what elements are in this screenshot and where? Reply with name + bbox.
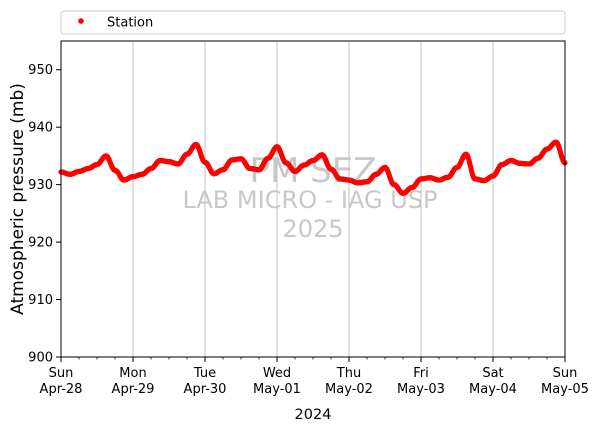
legend: Station <box>60 10 566 35</box>
y-tick-label: 950 <box>28 63 53 78</box>
x-tick-day: Tue <box>193 366 216 381</box>
legend-frame <box>60 10 566 35</box>
legend-label: Station <box>107 16 153 31</box>
x-tick-day: Sun <box>553 366 578 381</box>
x-tick-day: Wed <box>263 366 291 381</box>
watermark-line2: LAB MICRO - IAG USP <box>182 186 437 214</box>
x-tick-day: Thu <box>336 366 361 381</box>
series-station <box>58 139 568 196</box>
x-tick-date: Apr-28 <box>40 382 83 397</box>
y-tick-label: 920 <box>28 236 53 251</box>
y-tick-label: 940 <box>28 121 53 136</box>
x-tick-day: Mon <box>119 366 146 381</box>
y-tick-label: 930 <box>28 178 53 193</box>
x-tick-day: Fri <box>413 366 429 381</box>
x-tick-date: May-05 <box>541 382 589 397</box>
x-tick-day: Sun <box>49 366 74 381</box>
watermark-line3: 2025 <box>282 215 343 243</box>
x-axis-title: 2024 <box>295 407 332 423</box>
y-axis: 900 910 920 930 940 950 <box>28 63 61 366</box>
legend-marker <box>78 18 84 24</box>
y-tick-label: 910 <box>28 293 53 308</box>
x-tick-day: Sat <box>482 366 503 381</box>
gridlines <box>132 41 494 357</box>
x-tick-date: Apr-30 <box>184 382 227 397</box>
x-tick-date: May-01 <box>253 382 301 397</box>
x-tick-date: May-03 <box>397 382 445 397</box>
watermark: PM SEZ LAB MICRO - IAG USP 2025 <box>182 151 437 243</box>
x-tick-date: May-02 <box>325 382 373 397</box>
x-axis: SunApr-28MonApr-29TueApr-30WedMay-01ThuM… <box>40 357 589 397</box>
y-tick-label: 900 <box>28 351 53 366</box>
x-tick-date: Apr-29 <box>112 382 155 397</box>
y-axis-title: Atmospheric pressure (mb) <box>8 83 28 315</box>
x-tick-date: May-04 <box>469 382 517 397</box>
